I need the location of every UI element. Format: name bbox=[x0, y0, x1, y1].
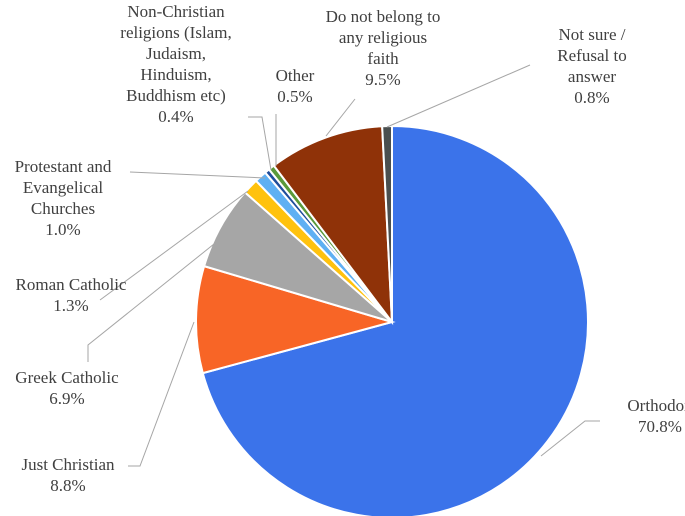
slice-value-label: 1.3% bbox=[53, 296, 88, 315]
slice-name-line: Not sure / bbox=[558, 25, 625, 44]
label-protestant-and-evangelical-churches: Protestant and Evangelical Churches 1.0% bbox=[15, 157, 112, 239]
leader-line-orthodox bbox=[540, 420, 600, 457]
slice-name-line: Orthodox bbox=[627, 396, 685, 415]
slice-value-label: 9.5% bbox=[365, 70, 400, 89]
label-non-christian-religions-islam-judaism-hinduism-buddhism-etc: Non-Christian religions (Islam, Judaism, Hi… bbox=[120, 2, 231, 126]
label-roman-catholic: Roman Catholic 1.3% bbox=[16, 275, 127, 315]
leader-line-just-christian bbox=[128, 321, 195, 467]
slice-value-label: 6.9% bbox=[49, 389, 84, 408]
label-not-sure-refusal-to-answer: Not sure / Refusal to answer 0.8% bbox=[557, 25, 626, 107]
slice-value-label: 0.8% bbox=[574, 88, 609, 107]
slice-name-line: answer bbox=[568, 67, 616, 86]
slice-name-line: Churches bbox=[31, 199, 95, 218]
label-orthodox: Orthodox 70.8% bbox=[627, 396, 685, 436]
label-other: Other 0.5% bbox=[276, 66, 315, 106]
slice-name-line: Other bbox=[276, 66, 315, 85]
leader-line-roman-catholic bbox=[99, 190, 249, 301]
slice-name-line: Greek Catholic bbox=[15, 368, 119, 387]
slice-name-line: Hinduism, bbox=[140, 65, 211, 84]
slice-name-line: Do not belong to bbox=[326, 7, 441, 26]
slice-orthodox bbox=[201, 124, 589, 516]
slice-name-line: Evangelical bbox=[23, 178, 104, 197]
slice-name-line: religions (Islam, bbox=[120, 23, 231, 42]
slice-just-christian bbox=[195, 264, 396, 375]
slice-value-label: 0.5% bbox=[277, 87, 312, 106]
leader-line-do-not-belong-to-any-religious-faith bbox=[325, 98, 356, 137]
slice-value-label: 8.8% bbox=[50, 476, 85, 495]
slice-name-line: Roman Catholic bbox=[16, 275, 127, 294]
leader-line-non-christian-religions-islam-judaism-hinduism-buddhism-etc bbox=[248, 116, 272, 171]
slice-name-line: Protestant and bbox=[15, 157, 112, 176]
slice-value-label: 0.4% bbox=[158, 107, 193, 126]
label-greek-catholic: Greek Catholic 6.9% bbox=[15, 368, 119, 408]
slice-labels: Orthodox 70.8% Just Christian 8.8% Greek Cat… bbox=[15, 2, 685, 495]
label-do-not-belong-to-any-religious-faith: Do not belong to any religious faith 9.5% bbox=[326, 7, 441, 89]
leader-lines bbox=[87, 64, 600, 467]
slice-name-line: Judaism, bbox=[146, 44, 206, 63]
slice-name-line: any religious bbox=[339, 28, 427, 47]
slice-do-not-belong-to-any-religious-faith bbox=[272, 125, 394, 326]
slice-value-label: 1.0% bbox=[45, 220, 80, 239]
pie-slices bbox=[195, 124, 589, 516]
slice-value-label: 70.8% bbox=[638, 417, 682, 436]
leader-line-not-sure-refusal-to-answer bbox=[386, 64, 531, 128]
slice-name-line: Just Christian bbox=[21, 455, 115, 474]
label-just-christian: Just Christian 8.8% bbox=[21, 455, 115, 495]
slice-name-line: Buddhism etc) bbox=[126, 86, 226, 105]
leader-line-protestant-and-evangelical-churches bbox=[129, 171, 266, 179]
slice-name-line: Refusal to bbox=[557, 46, 626, 65]
slice-not-sure-refusal-to-answer bbox=[381, 124, 393, 323]
slice-name-line: Non-Christian bbox=[127, 2, 225, 21]
slice-name-line: faith bbox=[367, 49, 399, 68]
leader-line-greek-catholic bbox=[87, 243, 215, 362]
